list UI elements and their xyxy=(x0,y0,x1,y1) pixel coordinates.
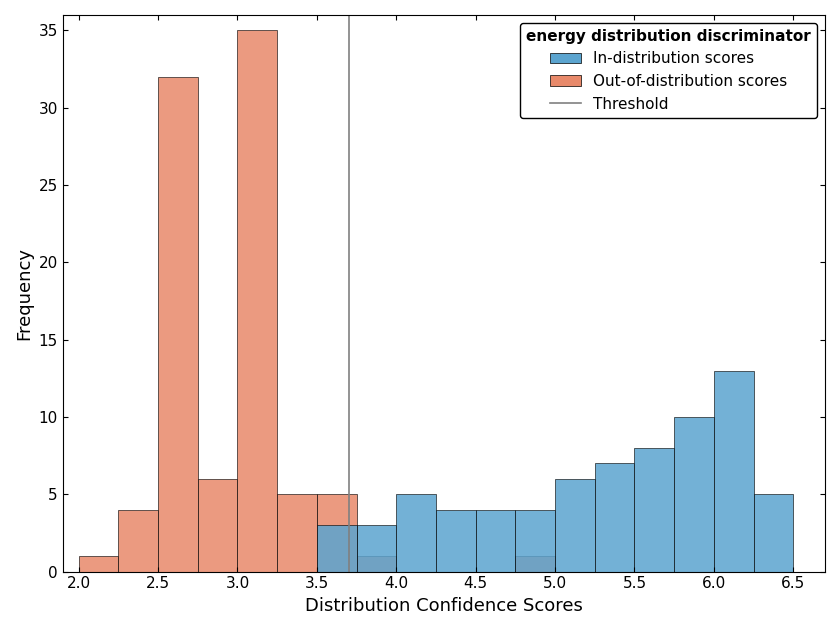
Bar xyxy=(277,495,317,571)
Bar xyxy=(675,417,714,571)
Bar xyxy=(714,370,753,571)
Bar xyxy=(516,510,555,571)
Bar xyxy=(118,510,158,571)
Bar xyxy=(317,525,356,571)
Bar xyxy=(158,77,197,571)
Bar xyxy=(753,495,793,571)
Bar xyxy=(396,495,436,571)
Bar xyxy=(436,510,475,571)
Bar xyxy=(595,463,634,571)
Bar xyxy=(356,525,396,571)
X-axis label: Distribution Confidence Scores: Distribution Confidence Scores xyxy=(305,597,583,615)
Bar xyxy=(634,448,675,571)
Bar xyxy=(516,556,555,571)
Bar xyxy=(197,479,238,571)
Bar xyxy=(356,556,396,571)
Legend: In-distribution scores, Out-of-distribution scores, Threshold: In-distribution scores, Out-of-distribut… xyxy=(521,23,817,118)
Bar xyxy=(238,30,277,571)
Bar xyxy=(79,556,118,571)
Bar xyxy=(317,495,356,571)
Bar xyxy=(475,510,516,571)
Bar xyxy=(555,479,595,571)
Y-axis label: Frequency: Frequency xyxy=(15,247,33,340)
